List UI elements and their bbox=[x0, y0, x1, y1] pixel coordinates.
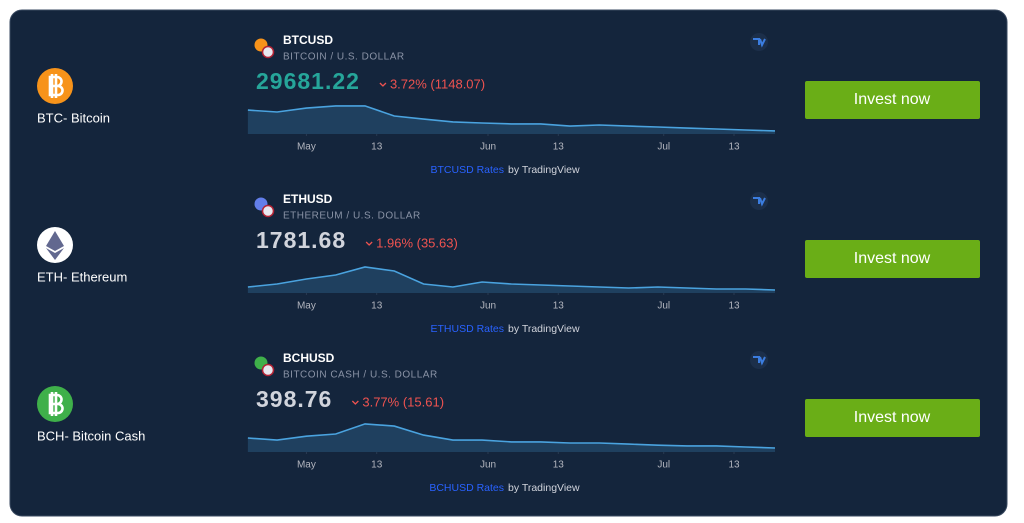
x-tick-label: Jun bbox=[480, 301, 496, 312]
price-line bbox=[247, 423, 776, 449]
x-tick-label: Jul bbox=[657, 460, 670, 471]
price-line bbox=[247, 105, 776, 132]
x-tick-label: Jun bbox=[480, 142, 496, 153]
invest-button[interactable]: Invest now bbox=[805, 240, 980, 278]
attribution-text: by TradingView bbox=[508, 323, 580, 335]
change: 3.72% (1148.07) bbox=[390, 76, 485, 91]
symbol: BCHUSD bbox=[283, 351, 335, 365]
x-tick-label: 13 bbox=[553, 460, 565, 471]
x-tick-label: 13 bbox=[553, 142, 565, 153]
x-tick-label: 13 bbox=[728, 142, 740, 153]
x-tick-label: May bbox=[297, 142, 316, 153]
change: 1.96% (35.63) bbox=[376, 235, 458, 250]
button-label[interactable]: Invest now bbox=[854, 409, 931, 426]
invest-button[interactable]: Invest now bbox=[805, 81, 980, 119]
price-line bbox=[247, 266, 776, 291]
description: BITCOIN / U.S. DOLLAR bbox=[283, 52, 405, 63]
currency-flag bbox=[261, 45, 275, 59]
currency-flag bbox=[261, 363, 275, 377]
down-arrow bbox=[365, 241, 373, 246]
tv-logo-glyph bbox=[753, 356, 766, 366]
x-tick-label: 13 bbox=[371, 460, 383, 471]
down-arrow bbox=[351, 400, 359, 405]
coin-icon-glyph bbox=[46, 231, 64, 260]
coin-label: BTC- Bitcoin bbox=[37, 110, 110, 125]
invest-button[interactable]: Invest now bbox=[805, 399, 980, 437]
x-tick-label: Jul bbox=[657, 301, 670, 312]
down-arrow bbox=[379, 82, 387, 87]
button-background[interactable] bbox=[805, 240, 980, 278]
x-tick-label: Jul bbox=[657, 142, 670, 153]
tv-logo-glyph bbox=[753, 197, 766, 207]
description: BITCOIN CASH / U.S. DOLLAR bbox=[283, 370, 438, 381]
x-tick-label: May bbox=[297, 460, 316, 471]
x-tick-label: May bbox=[297, 301, 316, 312]
currency-flag bbox=[261, 204, 275, 218]
x-tick-label: 13 bbox=[728, 460, 740, 471]
coin-label: BCH- Bitcoin Cash bbox=[37, 428, 145, 443]
panel-background bbox=[9, 9, 1008, 517]
tv-logo-glyph bbox=[753, 38, 766, 48]
symbol: ETHUSD bbox=[283, 192, 333, 206]
attribution-link[interactable]: BCHUSD Rates bbox=[429, 482, 504, 494]
button-background[interactable] bbox=[805, 399, 980, 437]
description: ETHEREUM / U.S. DOLLAR bbox=[283, 211, 421, 222]
price: 1781.68 bbox=[256, 227, 346, 253]
symbol: BTCUSD bbox=[283, 33, 333, 47]
attribution-text: by TradingView bbox=[508, 164, 580, 176]
coin-icon-glyph bbox=[48, 74, 64, 98]
x-tick-label: 13 bbox=[371, 301, 383, 312]
x-tick-label: Jun bbox=[480, 460, 496, 471]
attribution-text: by TradingView bbox=[508, 482, 580, 494]
button-background[interactable] bbox=[805, 81, 980, 119]
coin-icon-glyph bbox=[48, 392, 64, 416]
x-tick-label: 13 bbox=[553, 301, 565, 312]
area-fill bbox=[247, 267, 775, 293]
price: 398.76 bbox=[256, 386, 332, 412]
button-label[interactable]: Invest now bbox=[854, 250, 931, 267]
button-label[interactable]: Invest now bbox=[854, 91, 931, 108]
coin-label: ETH- Ethereum bbox=[37, 269, 127, 284]
attribution-link[interactable]: BTCUSD Rates bbox=[430, 164, 504, 176]
x-tick-label: 13 bbox=[728, 301, 740, 312]
price: 29681.22 bbox=[256, 68, 360, 94]
change: 3.77% (15.61) bbox=[362, 394, 444, 409]
x-tick-label: 13 bbox=[371, 142, 383, 153]
attribution-link[interactable]: ETHUSD Rates bbox=[430, 323, 504, 335]
